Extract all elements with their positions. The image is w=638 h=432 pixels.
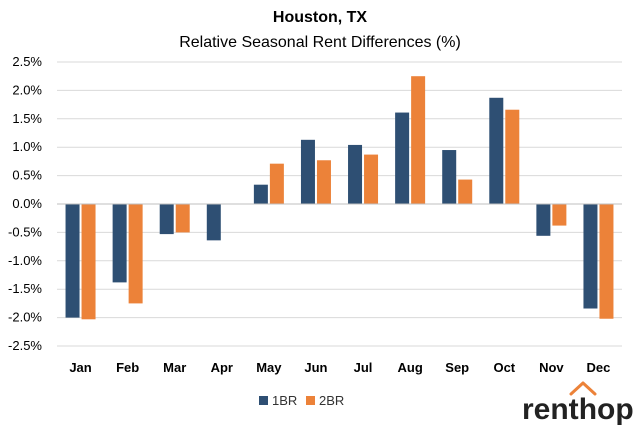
bar-1br-apr [206,204,221,241]
bar-1br-sep [442,150,457,204]
bar-2br-jul [364,154,379,204]
y-tick-label: 2.0% [12,82,42,97]
bar-1br-jul [348,144,363,204]
x-tick-label: Aug [397,360,422,375]
bar-1br-aug [395,112,410,204]
y-tick-label: -2.5% [8,338,42,353]
bar-2br-aug [411,76,426,204]
legend-swatch-1br [259,396,268,405]
x-tick-label: Jan [69,360,91,375]
bar-2br-sep [458,179,473,204]
bar-2br-may [269,163,284,204]
bar-1br-mar [159,204,174,235]
y-tick-label: -2.0% [8,310,42,325]
bar-2br-mar [175,204,190,233]
legend-label-2br: 2BR [319,393,344,408]
chart-title: Houston, TX [273,9,368,26]
legend-swatch-2br [306,396,315,405]
bar-1br-nov [536,204,551,236]
y-tick-label: 1.5% [12,111,42,126]
x-tick-label: Jul [354,360,373,375]
bar-1br-jun [300,139,315,204]
bar-1br-jan [65,204,80,318]
bar-2br-nov [552,204,567,226]
legend: 1BR 2BR [259,393,344,408]
bar-1br-may [253,184,268,204]
bars [57,76,622,320]
x-tick-label: Feb [116,360,139,375]
renthop-logo: renthop [522,381,634,426]
bar-2br-dec [599,204,614,319]
x-tick-label: Apr [211,360,233,375]
x-tick-label: Jun [304,360,327,375]
y-tick-label: 0.0% [12,196,42,211]
x-tick-label: Oct [493,360,515,375]
x-tick-label: Sep [445,360,469,375]
y-axis-ticks: -2.5% -2.0% -1.5% -1.0% -0.5% 0.0% 0.5% 1.0% 1.5… [8,54,42,353]
bar-2br-feb [128,204,143,304]
x-tick-label: Dec [587,360,611,375]
bar-2br-jan [81,204,96,320]
y-tick-label: 2.5% [12,54,42,69]
logo-roof-icon [569,381,597,396]
y-tick-label: -1.5% [8,281,42,296]
bar-1br-dec [583,204,598,309]
y-tick-label: 1.0% [12,139,42,154]
bar-2br-oct [505,109,520,204]
chart-subtitle: Relative Seasonal Rent Differences (%) [179,34,461,51]
logo-wordmark: renthop [522,393,634,426]
y-tick-label: 0.5% [12,168,42,183]
bar-1br-oct [489,97,504,204]
x-tick-label: Mar [163,360,186,375]
legend-label-1br: 1BR [272,393,297,408]
x-tick-label: May [256,360,282,375]
y-tick-label: -0.5% [8,224,42,239]
x-tick-label: Nov [539,360,564,375]
bar-1br-feb [112,204,127,283]
x-axis-ticks: Jan Feb Mar Apr May Jun Jul Aug Sep Oct Nov Dec [69,360,610,375]
y-tick-label: -1.0% [8,253,42,268]
bar-2br-jun [316,160,331,204]
